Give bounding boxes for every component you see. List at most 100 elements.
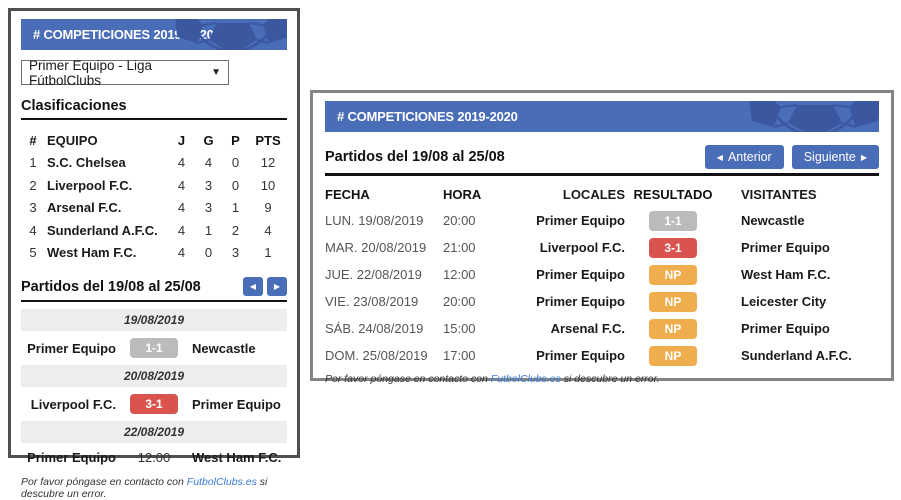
j-cell: 4: [177, 177, 186, 193]
local-team: Primer Equipo: [536, 267, 625, 282]
col-p: P: [231, 132, 240, 148]
competitions-widget-right: # COMPETICIONES 2019-2020 Partidos del 1…: [310, 90, 894, 385]
col-pts: PTS: [255, 132, 281, 148]
anterior-button[interactable]: ◀ Anterior: [704, 145, 784, 169]
team-cell: West Ham F.C.: [47, 245, 137, 261]
home-team: Primer Equipo: [27, 450, 116, 465]
hora-cell: 17:00: [443, 348, 476, 363]
footer-text: Por favor póngase en contacto con: [21, 476, 187, 488]
chevron-left-icon: ◀: [716, 152, 723, 162]
chevron-right-icon: ▶: [860, 152, 867, 162]
team-cell: Liverpool F.C.: [47, 177, 133, 193]
hora-cell: 12:00: [443, 267, 476, 282]
standings-row: 2 Liverpool F.C. 4 3 0 10: [21, 174, 287, 197]
visitor-team: Sunderland A.F.C.: [741, 348, 852, 363]
hora-cell: 20:00: [443, 213, 476, 228]
fixture-date: 22/08/2019: [21, 421, 287, 443]
g-cell: 3: [204, 200, 213, 216]
fecha-cell: SÁB. 24/08/2019: [325, 321, 424, 336]
fecha-cell: LUN. 19/08/2019: [325, 213, 424, 228]
visitor-team: Leicester City: [741, 294, 827, 309]
next-week-button[interactable]: ▶: [267, 277, 287, 296]
pos-cell: 1: [29, 155, 37, 171]
fixture-row: SÁB. 24/08/2019 15:00 Arsenal F.C. NP Pr…: [325, 315, 879, 342]
np-badge: NP: [649, 264, 697, 285]
siguiente-label: Siguiente: [803, 150, 856, 164]
siguiente-button[interactable]: Siguiente ▶: [791, 145, 879, 169]
pos-cell: 3: [29, 200, 37, 216]
chevron-left-icon: ◀: [249, 282, 257, 291]
g-cell: 0: [204, 245, 213, 261]
col-g: G: [203, 132, 214, 148]
fixture-row: DOM. 25/08/2019 17:00 Primer Equipo NP S…: [325, 342, 879, 369]
local-team: Liverpool F.C.: [539, 240, 625, 255]
pts-cell: 12: [260, 155, 276, 171]
standings-table: # EQUIPO J G P PTS 1 S.C. Chelsea 4 4 0 …: [21, 129, 287, 264]
g-cell: 3: [204, 177, 213, 193]
col-resultado: RESULTADO: [633, 187, 713, 202]
fixture-date: 20/08/2019: [21, 365, 287, 387]
standings-row: 3 Arsenal F.C. 4 3 1 9: [21, 197, 287, 220]
fixtures-table: FECHA HORA LOCALES RESULTADO VISITANTES …: [325, 182, 879, 369]
fixture-row: Primer Equipo 1-1 Newcastle: [21, 331, 287, 365]
fecha-cell: MAR. 20/08/2019: [325, 240, 427, 255]
local-team: Arsenal F.C.: [550, 321, 625, 336]
np-badge: NP: [649, 291, 697, 312]
soccer-ball-icon: [749, 101, 879, 132]
col-locales: LOCALES: [562, 187, 625, 202]
standings-row: 1 S.C. Chelsea 4 4 0 12: [21, 152, 287, 175]
p-cell: 1: [231, 200, 240, 216]
col-visitantes: VISITANTES: [741, 187, 817, 202]
fecha-cell: JUE. 22/08/2019: [325, 267, 422, 282]
col-j: J: [177, 132, 186, 148]
home-team: Primer Equipo: [27, 340, 116, 356]
team-cell: Sunderland A.F.C.: [47, 222, 158, 238]
col-pos: #: [29, 132, 37, 148]
j-cell: 4: [177, 245, 186, 261]
futbolclubs-link[interactable]: FutbolClubs.es: [186, 476, 257, 488]
competition-select[interactable]: Primer Equipo - Liga FútbolClubs ▼: [21, 57, 229, 88]
hora-cell: 20:00: [443, 294, 476, 309]
pos-cell: 5: [29, 245, 37, 261]
away-team: Newcastle: [192, 340, 256, 356]
pos-cell: 4: [29, 222, 37, 238]
standings-row: 4 Sunderland A.F.C. 4 1 2 4: [21, 219, 287, 242]
score-badge: 1-1: [649, 210, 697, 231]
p-cell: 3: [231, 245, 240, 261]
p-cell: 2: [231, 222, 240, 238]
j-cell: 4: [177, 200, 186, 216]
visitor-team: West Ham F.C.: [741, 267, 831, 282]
footer-text: si descubre un error.: [560, 373, 660, 385]
j-cell: 4: [177, 155, 186, 171]
team-cell: S.C. Chelsea: [47, 155, 126, 171]
fixtures-section-header: Partidos del 19/08 al 25/08 ◀ Anterior S…: [325, 145, 879, 176]
fecha-cell: VIE. 23/08/2019: [325, 294, 419, 309]
fixture-row: JUE. 22/08/2019 12:00 Primer Equipo NP W…: [325, 261, 879, 288]
score-badge: 1-1: [130, 338, 178, 358]
competition-select-value: Primer Equipo - Liga FútbolClubs: [29, 57, 153, 88]
away-team: West Ham F.C.: [192, 450, 282, 465]
np-badge: NP: [649, 345, 697, 366]
fixtures-title: Partidos del 19/08 al 25/08: [21, 278, 201, 295]
contact-footer: Por favor póngase en contacto con Futbol…: [325, 369, 879, 385]
hora-cell: 21:00: [443, 240, 476, 255]
pts-cell: 9: [264, 200, 272, 216]
soccer-ball-icon: [175, 19, 287, 50]
contact-footer: Por favor póngase en contacto con Futbol…: [21, 472, 287, 500]
prev-week-button[interactable]: ◀: [243, 277, 263, 296]
competitions-widget-left: # COMPETICIONES 2019-2020 Primer Equipo …: [8, 8, 300, 500]
fixtures-list: 19/08/2019 Primer Equipo 1-1 Newcastle 2…: [21, 309, 287, 472]
fixture-row: LUN. 19/08/2019 20:00 Primer Equipo 1-1 …: [325, 207, 879, 234]
pts-cell: 4: [264, 222, 272, 238]
chevron-right-icon: ▶: [273, 282, 281, 291]
fixtures-section-header: Partidos del 19/08 al 25/08 ◀ ▶: [21, 277, 287, 302]
standings-header-row: # EQUIPO J G P PTS: [21, 129, 287, 152]
local-team: Primer Equipo: [536, 348, 625, 363]
kickoff-time: 12:00: [137, 450, 171, 465]
team-cell: Arsenal F.C.: [47, 200, 122, 216]
widget-header-title: # COMPETICIONES 2019-2020: [337, 109, 518, 124]
futbolclubs-link[interactable]: FutbolClubs.es: [490, 373, 561, 385]
g-cell: 1: [204, 222, 213, 238]
standings-row: 5 West Ham F.C. 4 0 3 1: [21, 242, 287, 265]
local-team: Primer Equipo: [536, 213, 625, 228]
